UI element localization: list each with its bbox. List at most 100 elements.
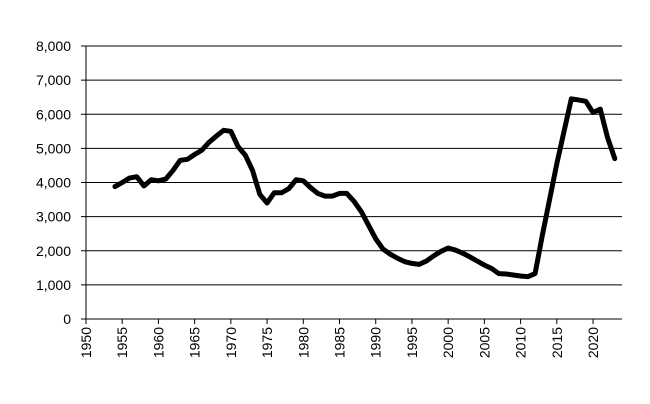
data-point-2012 <box>534 273 536 275</box>
data-point-2015 <box>556 163 558 165</box>
data-point-1990 <box>375 238 377 240</box>
data-point-1971 <box>237 146 239 148</box>
data-point-1987 <box>353 200 355 202</box>
data-point-2005 <box>483 264 485 266</box>
y-tick-label-2000: 2,000 <box>36 243 71 259</box>
x-tick-label-1985: 1985 <box>332 327 348 358</box>
data-point-2020 <box>592 112 594 114</box>
data-point-1985 <box>339 192 341 194</box>
data-point-1960 <box>157 180 159 182</box>
y-axis-tick-labels: 0 1,000 2,000 3,000 4,000 5,000 6,000 7,000 8,00… <box>36 38 71 327</box>
y-tick-label-5000: 5,000 <box>36 140 71 156</box>
data-point-1964 <box>186 158 188 160</box>
y-tick-label-0: 0 <box>63 311 71 327</box>
data-point-2003 <box>469 256 471 258</box>
data-point-2017 <box>570 98 572 100</box>
x-tick-label-2020: 2020 <box>585 327 601 358</box>
data-point-2014 <box>549 199 551 201</box>
data-point-1997 <box>425 260 427 262</box>
data-point-2001 <box>454 249 456 251</box>
y-tick-label-4000: 4,000 <box>36 175 71 191</box>
x-tick-label-1975: 1975 <box>259 327 275 358</box>
x-tick-label-1955: 1955 <box>114 327 130 358</box>
data-point-1956 <box>128 177 130 179</box>
x-tick-label-1960: 1960 <box>150 327 166 358</box>
data-point-1970 <box>230 130 232 132</box>
data-point-2016 <box>563 130 565 132</box>
data-point-2004 <box>476 260 478 262</box>
data-point-1973 <box>252 170 254 172</box>
data-point-2006 <box>491 268 493 269</box>
data-point-1972 <box>244 154 246 156</box>
data-point-1983 <box>324 195 326 197</box>
plot-area <box>112 96 618 280</box>
y-tick-label-8000: 8,000 <box>36 38 71 54</box>
x-tick-label-1950: 1950 <box>78 327 94 358</box>
y-tick-label-6000: 6,000 <box>36 106 71 122</box>
data-point-2002 <box>462 252 464 254</box>
data-point-1954 <box>114 186 116 188</box>
data-point-1996 <box>418 263 420 265</box>
data-point-1965 <box>194 154 196 156</box>
x-tick-label-1990: 1990 <box>368 327 384 358</box>
data-point-1968 <box>215 135 217 137</box>
series-line <box>112 96 618 280</box>
data-point-1991 <box>382 248 384 250</box>
data-point-1955 <box>121 182 123 183</box>
data-point-1993 <box>396 257 398 259</box>
data-point-2019 <box>585 100 587 102</box>
data-point-1986 <box>346 192 348 194</box>
data-point-1975 <box>266 202 268 204</box>
x-tick-label-2010: 2010 <box>513 327 529 358</box>
x-tick-label-2000: 2000 <box>440 327 456 358</box>
data-point-1988 <box>360 211 362 213</box>
x-tick-label-2015: 2015 <box>549 327 565 358</box>
data-point-1961 <box>165 178 167 180</box>
x-tick-label-1995: 1995 <box>404 327 420 358</box>
data-point-2007 <box>498 273 500 275</box>
data-point-1959 <box>150 179 152 181</box>
data-point-1974 <box>259 193 261 195</box>
data-point-2009 <box>512 274 514 276</box>
data-point-1981 <box>310 187 312 189</box>
data-point-1957 <box>136 176 138 178</box>
data-point-1978 <box>288 188 290 190</box>
data-point-1967 <box>208 141 210 143</box>
data-point-1999 <box>440 250 442 252</box>
data-point-1976 <box>273 192 275 194</box>
data-point-1984 <box>331 195 333 197</box>
data-point-1977 <box>281 192 283 194</box>
x-axis-tick-labels: 1950 1955 1960 1965 1970 1975 1980 1985 1990 1995… <box>78 319 601 358</box>
x-tick-label-2005: 2005 <box>476 327 492 358</box>
data-point-2000 <box>447 247 449 249</box>
data-point-2018 <box>578 99 580 101</box>
data-point-1980 <box>302 180 304 182</box>
x-tick-label-1965: 1965 <box>187 327 203 358</box>
gridlines <box>81 45 622 320</box>
data-point-1982 <box>317 192 319 194</box>
data-point-1989 <box>367 224 369 226</box>
data-point-1969 <box>223 129 225 131</box>
data-point-2022 <box>607 136 609 138</box>
data-point-2010 <box>520 275 522 277</box>
x-tick-label-1980: 1980 <box>295 327 311 358</box>
data-point-1958 <box>143 185 145 187</box>
y-tick-label-3000: 3,000 <box>36 209 71 225</box>
data-point-1995 <box>411 262 413 264</box>
data-point-1966 <box>201 149 203 151</box>
data-point-2011 <box>527 276 529 278</box>
data-point-1994 <box>404 261 406 263</box>
data-point-2008 <box>505 273 507 275</box>
data-point-2013 <box>541 234 543 236</box>
data-point-1963 <box>179 159 181 161</box>
data-point-1962 <box>172 170 174 172</box>
y-tick-label-7000: 7,000 <box>36 72 71 88</box>
data-point-1992 <box>389 253 391 255</box>
y-tick-label-1000: 1,000 <box>36 277 71 293</box>
data-point-1979 <box>295 179 297 181</box>
x-tick-label-1970: 1970 <box>223 327 239 358</box>
data-point-2023 <box>614 158 616 160</box>
data-point-1998 <box>433 255 435 257</box>
data-point-2021 <box>599 108 601 110</box>
